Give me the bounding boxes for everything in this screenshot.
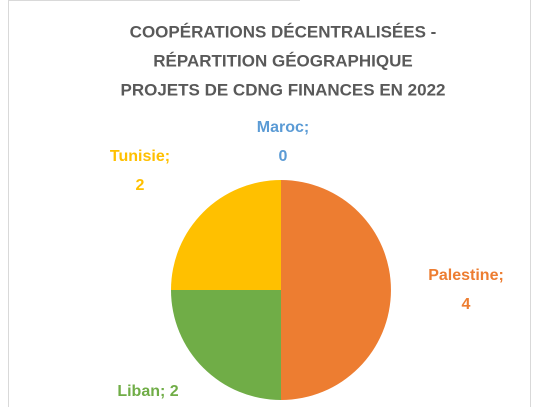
chart-title: PROJETS DE CDNG FINANCES EN 2022 [121, 80, 446, 99]
data-label: 2 [136, 177, 145, 194]
pie-slice [171, 290, 281, 400]
data-label: Liban; 2 [117, 383, 178, 400]
chart-title: COOPÉRATIONS DÉCENTRALISÉES - [130, 22, 437, 41]
chart-title: RÉPARTITION GÉOGRAPHIQUE [153, 51, 412, 70]
pie-slice [171, 180, 281, 290]
data-label: Tunisie; [110, 148, 170, 165]
data-label: Palestine; [428, 267, 504, 284]
data-label: 4 [462, 296, 471, 313]
data-label: Maroc; [257, 119, 309, 136]
pie-slice [281, 180, 391, 400]
data-label: 0 [279, 148, 288, 165]
